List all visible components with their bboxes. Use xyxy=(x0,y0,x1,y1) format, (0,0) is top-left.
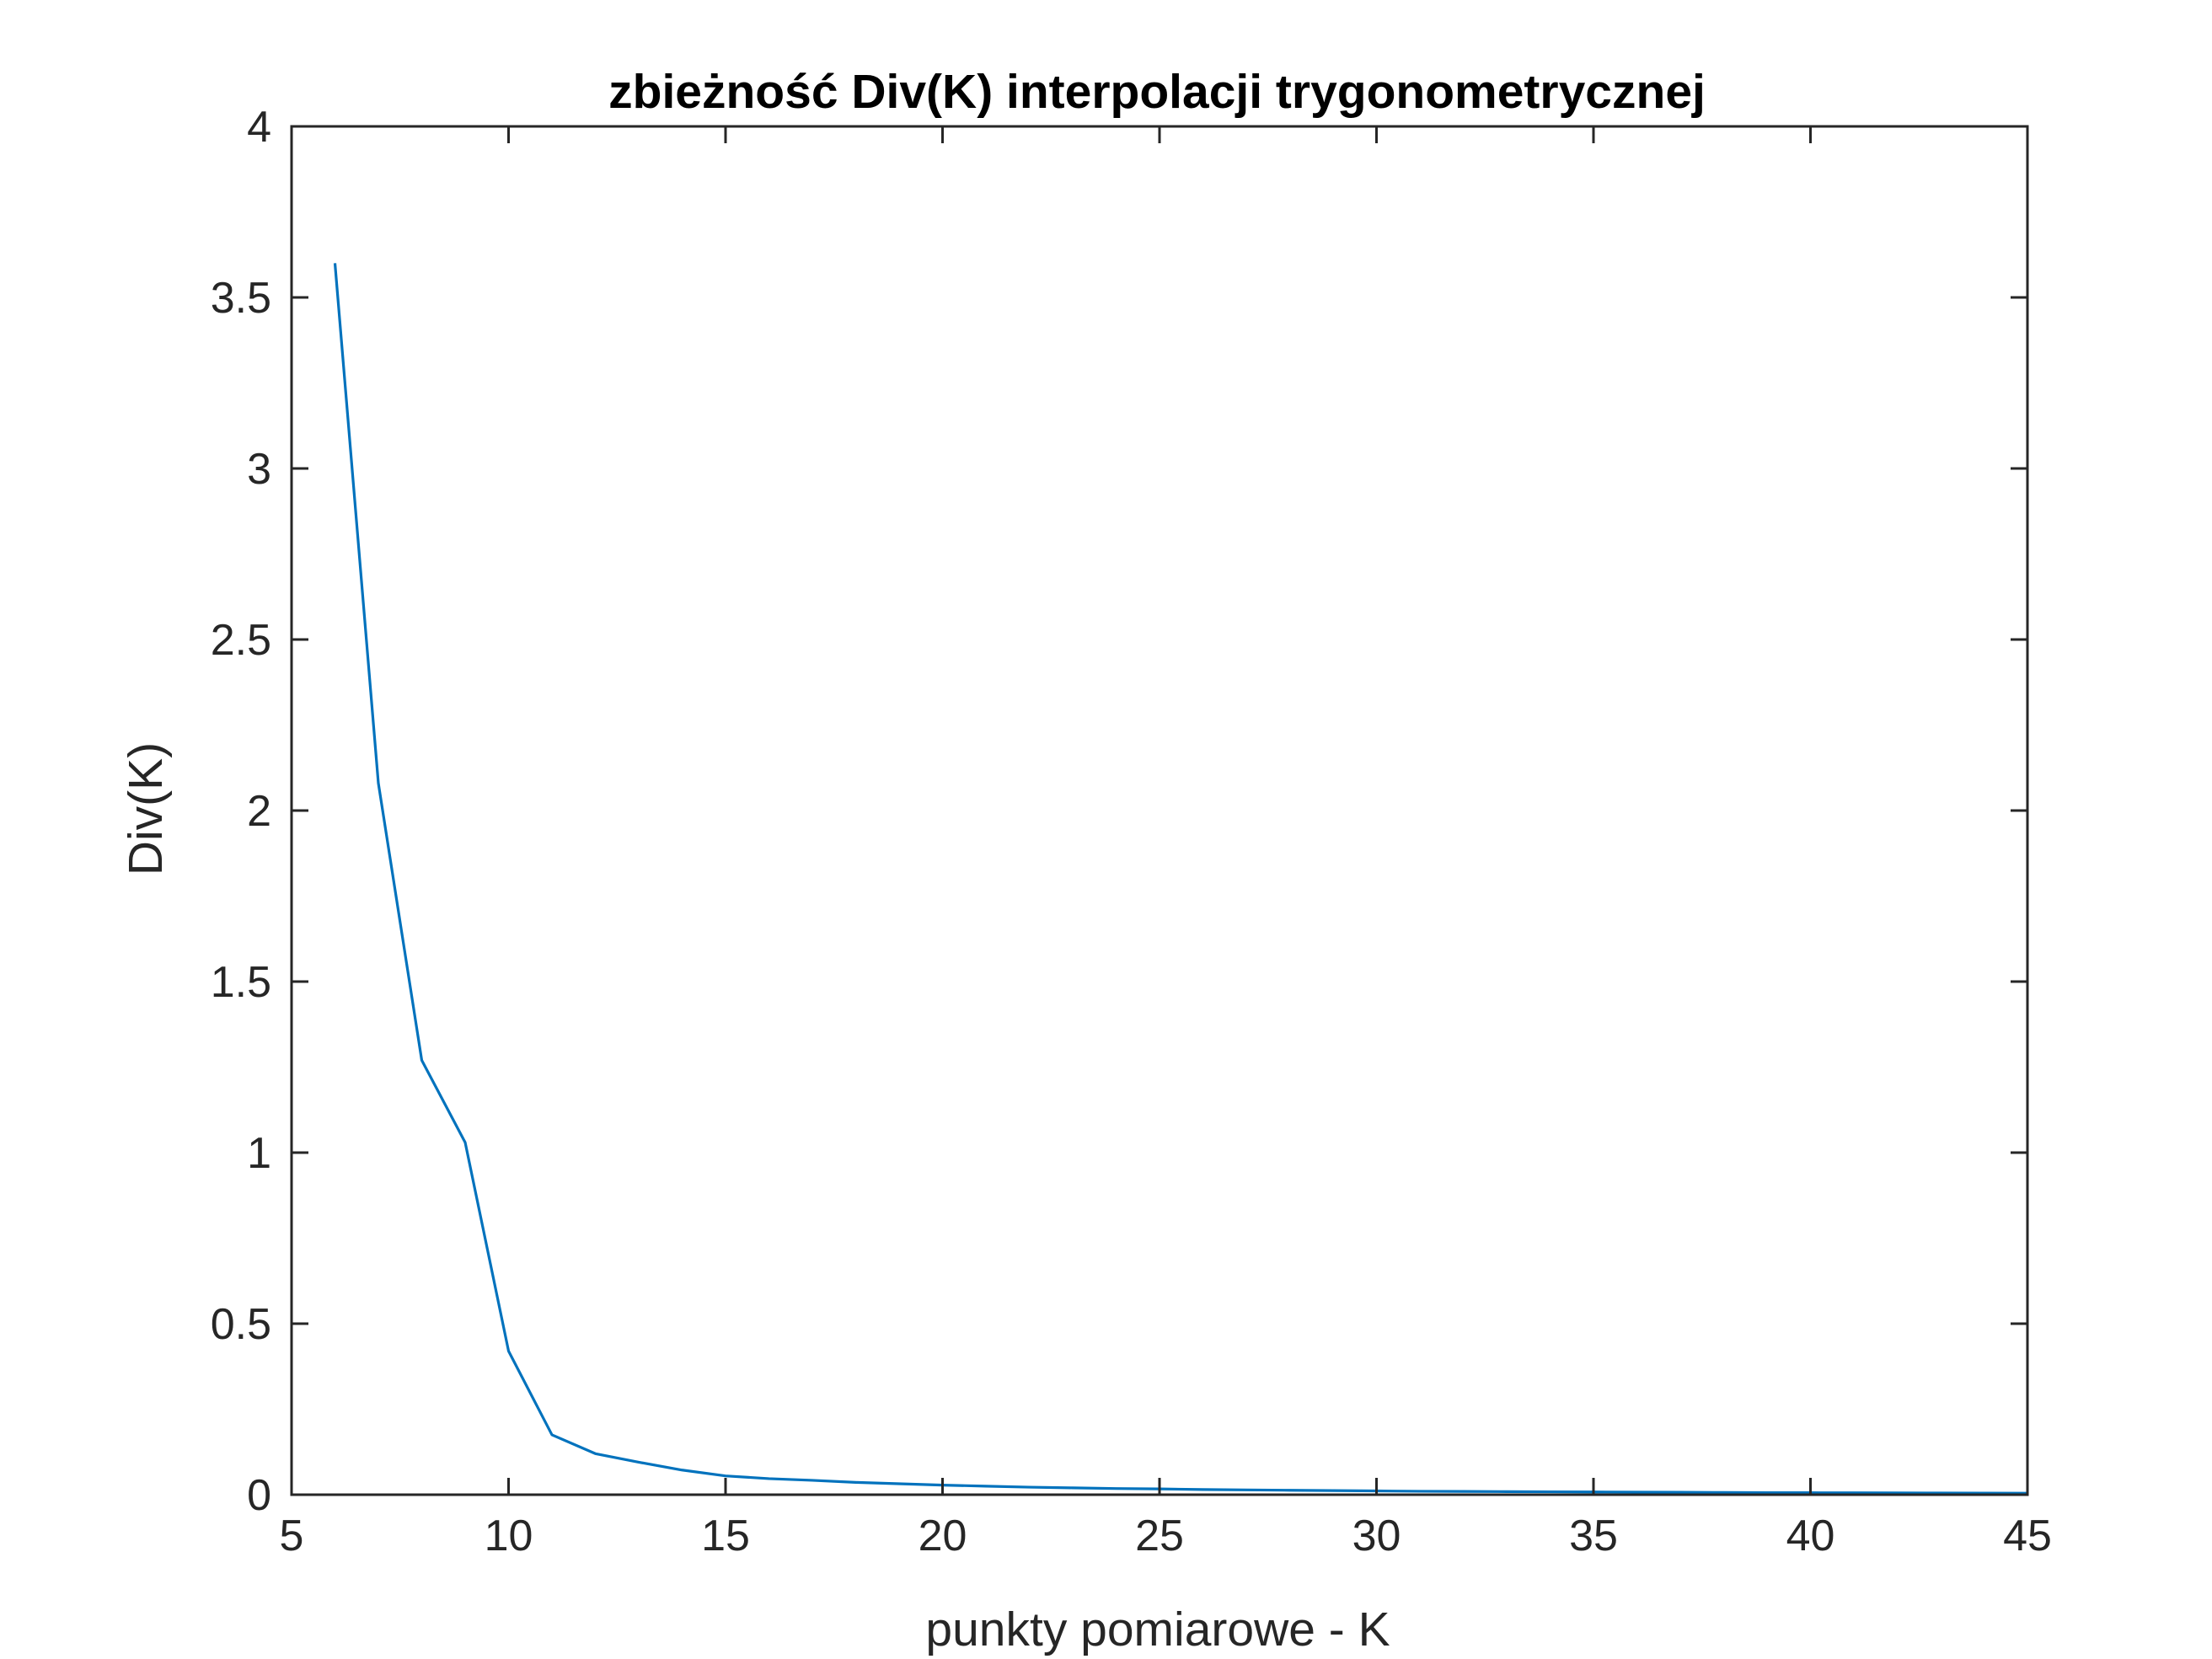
y-tick-label: 4 xyxy=(247,103,271,152)
y-tick-label: 3.5 xyxy=(211,274,271,323)
x-tick-label: 5 xyxy=(280,1512,304,1560)
chart-title: zbieżność Div(K) interpolacji trygonomet… xyxy=(608,65,1706,119)
y-tick-label: 1.5 xyxy=(211,958,271,1007)
y-tick-label: 0 xyxy=(247,1471,271,1520)
x-axis-label: punkty pomiarowe - K xyxy=(925,1603,1390,1656)
x-tick-label: 10 xyxy=(485,1512,533,1560)
x-tick-label: 15 xyxy=(701,1512,750,1560)
x-tick-label: 20 xyxy=(919,1512,967,1560)
y-tick-label: 2 xyxy=(247,787,271,836)
x-tick-label: 30 xyxy=(1352,1512,1401,1560)
x-tick-label: 40 xyxy=(1786,1512,1835,1560)
x-tick-label: 25 xyxy=(1135,1512,1184,1560)
y-tick-label: 2.5 xyxy=(211,616,271,665)
x-tick-label: 45 xyxy=(2003,1512,2052,1560)
data-line-series-0 xyxy=(333,263,2028,1495)
y-tick-label: 1 xyxy=(247,1129,271,1178)
x-tick-label: 35 xyxy=(1569,1512,1618,1560)
y-axis-label: Div(K) xyxy=(119,742,173,875)
y-tick-label: 3 xyxy=(247,445,271,494)
y-axis: 0 0.5 1 1.5 2 2.5 3 3.5 4 xyxy=(211,103,2027,1520)
y-tick-label: 0.5 xyxy=(211,1300,271,1349)
x-axis: 5 10 15 20 25 30 35 40 45 xyxy=(280,126,2052,1560)
